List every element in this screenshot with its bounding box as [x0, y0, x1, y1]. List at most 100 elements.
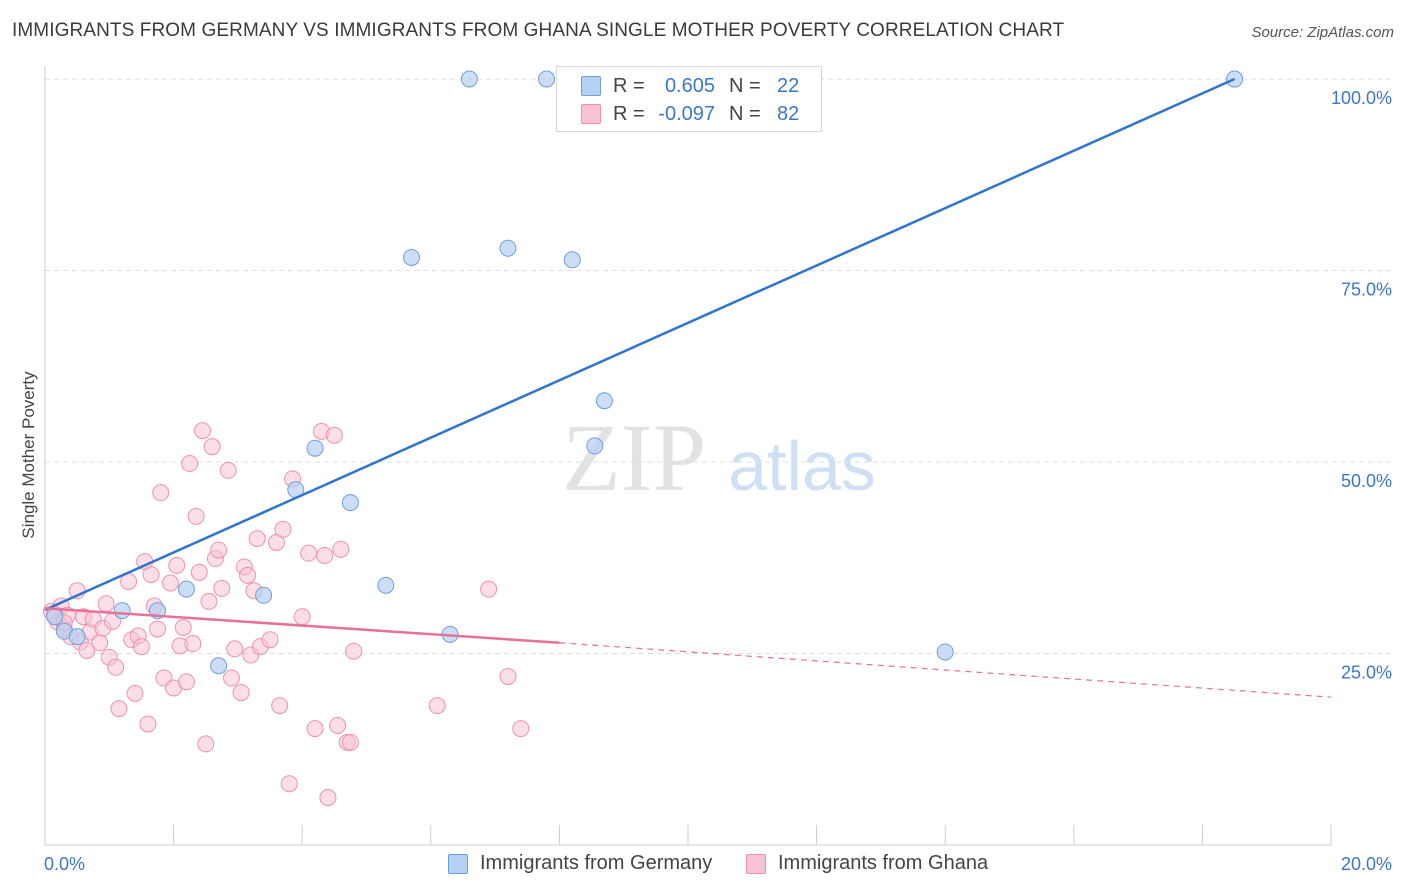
ghana-point: [293, 608, 311, 626]
ghana-point: [300, 544, 318, 562]
y-tick-label: 75.0%: [1341, 280, 1392, 300]
germany-point: [538, 70, 556, 88]
bottom-legend-germany: Immigrants from Germany: [448, 852, 712, 875]
germany-point: [563, 251, 581, 269]
germany-r-value: 0.605: [664, 74, 715, 97]
bottom-germany-label: Immigrants from Germany: [480, 852, 713, 874]
ghana-point: [184, 635, 202, 653]
germany-point: [403, 248, 421, 266]
bottom-legend-ghana: Immigrants from Ghana: [746, 852, 988, 875]
germany-point: [586, 437, 604, 455]
germany-point: [377, 576, 395, 594]
y-tick-labels: 25.0% 50.0% 75.0% 100.0%: [1331, 88, 1392, 683]
ghana-point: [329, 717, 347, 735]
germany-n-value: 22: [777, 74, 800, 97]
ghana-point: [232, 684, 250, 702]
ghana-point: [78, 641, 96, 659]
ghana-point: [226, 640, 244, 658]
ghana-series: [42, 422, 530, 807]
germany-point: [255, 586, 273, 604]
germany-point: [306, 439, 324, 457]
ghana-point: [197, 735, 215, 753]
ghana-point: [332, 540, 350, 558]
ghana-point: [239, 566, 257, 584]
ghana-point: [187, 507, 205, 525]
ghana-point: [325, 426, 343, 444]
ghana-trend-line-dashed: [559, 642, 1332, 698]
ghana-point: [132, 638, 150, 656]
legend-row-ghana: R = -0.097 N = 82: [581, 101, 799, 127]
germany-r-label: R =: [613, 74, 645, 97]
ghana-r-value: -0.097: [658, 102, 715, 125]
ghana-point: [319, 789, 337, 807]
ghana-point: [222, 669, 240, 687]
ghana-point: [142, 566, 160, 584]
ghana-point: [248, 530, 266, 548]
ghana-point: [280, 775, 298, 793]
ghana-point: [181, 455, 199, 473]
germany-point: [68, 628, 86, 646]
germany-point: [499, 239, 517, 257]
ghana-point: [177, 673, 195, 691]
ghana-point: [200, 592, 218, 610]
ghana-point: [139, 715, 157, 733]
germany-point: [177, 580, 195, 598]
germany-point: [460, 70, 478, 88]
watermark: ZIP atlas: [562, 404, 876, 511]
ghana-swatch: [581, 104, 601, 124]
ghana-n-value: 82: [777, 102, 800, 125]
ghana-point: [499, 667, 517, 685]
germany-point: [210, 657, 228, 675]
ghana-trend-line-solid: [44, 607, 560, 645]
ghana-point: [345, 642, 363, 660]
ghana-point: [316, 546, 334, 564]
germany-point: [936, 643, 954, 661]
ghana-point: [107, 658, 125, 676]
germany-point: [341, 494, 359, 512]
germany-swatch: [581, 76, 601, 96]
legend-row-germany: R = 0.605 N = 22: [581, 73, 799, 99]
x-tick-label-min: 0.0%: [44, 854, 85, 874]
ghana-point: [91, 634, 109, 652]
ghana-point: [512, 720, 530, 738]
ghana-point: [149, 620, 167, 638]
bottom-ghana-label: Immigrants from Ghana: [778, 852, 989, 874]
ghana-point: [174, 618, 192, 636]
germany-trend-line: [44, 77, 1236, 611]
ghana-point: [428, 697, 446, 715]
ghana-r-label: R =: [613, 102, 645, 125]
y-tick-label: 50.0%: [1341, 471, 1392, 491]
germany-point: [113, 602, 131, 620]
ghana-point: [126, 684, 144, 702]
germany-n-label: N =: [729, 74, 761, 97]
ghana-point: [306, 720, 324, 738]
ghana-point: [480, 580, 498, 598]
ghana-point: [261, 631, 279, 649]
ghana-point: [152, 484, 170, 502]
y-tick-label: 100.0%: [1331, 88, 1392, 108]
trend-lines: [44, 77, 1332, 698]
ghana-point: [168, 556, 186, 574]
ghana-point: [274, 520, 292, 538]
ghana-point: [219, 461, 237, 479]
y-tick-label: 25.0%: [1341, 663, 1392, 683]
ghana-point: [213, 579, 231, 597]
ghana-point: [203, 438, 221, 456]
y-axis-label: Single Mother Poverty: [19, 371, 38, 539]
ghana-point: [194, 422, 212, 440]
ghana-n-label: N =: [729, 102, 761, 125]
germany-point: [595, 392, 613, 410]
axes: [44, 66, 1332, 846]
ghana-point: [110, 700, 128, 718]
bottom-ghana-swatch: [746, 853, 766, 874]
ghana-point: [161, 574, 179, 592]
source-credit: Source: ZipAtlas.com: [1251, 24, 1394, 41]
ghana-point: [190, 563, 208, 581]
correlation-legend: R = 0.605 N = 22 R = -0.097 N = 82: [556, 66, 822, 132]
watermark-atlas: atlas: [728, 427, 876, 505]
germany-point: [46, 608, 64, 626]
bottom-germany-swatch: [448, 853, 468, 874]
x-tick-label-max: 20.0%: [1341, 854, 1392, 874]
ghana-point: [271, 697, 289, 715]
